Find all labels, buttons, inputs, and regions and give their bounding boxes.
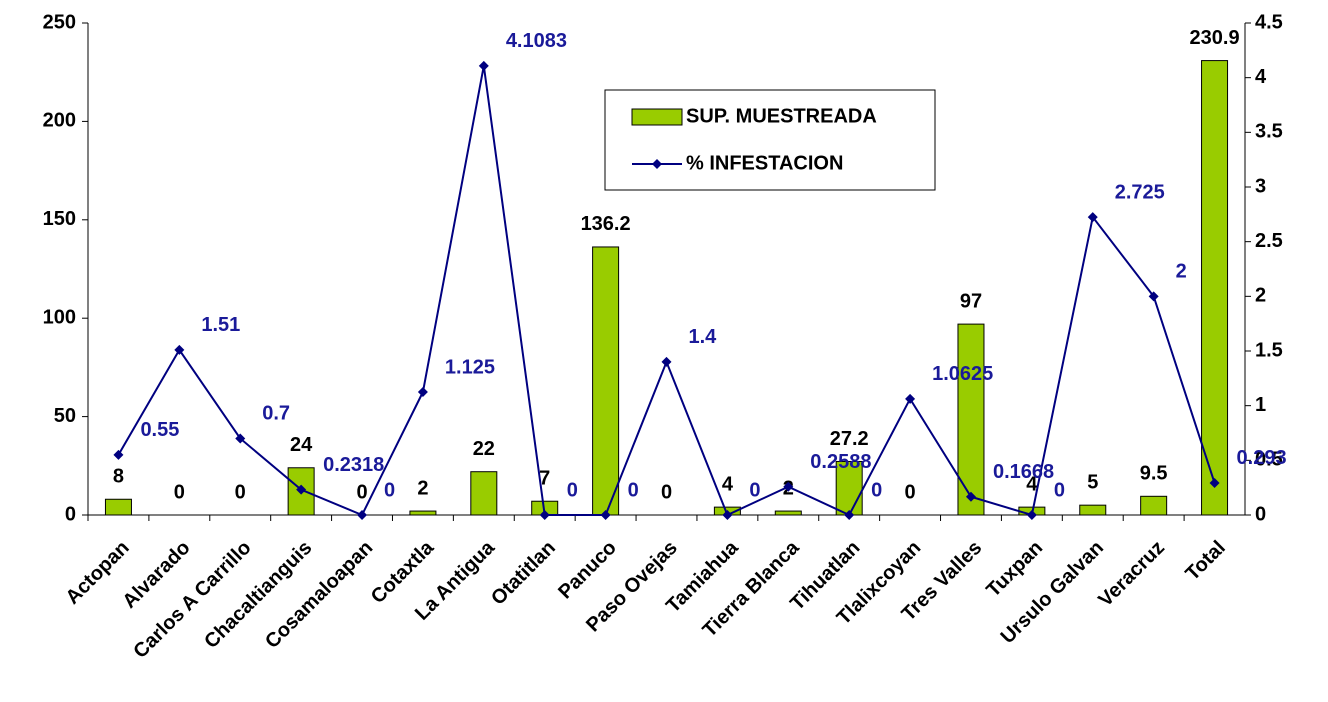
bar-label: 0 <box>905 481 916 503</box>
line-marker <box>357 510 368 520</box>
bar-label: 22 <box>473 438 495 460</box>
line-label: 0 <box>871 479 882 501</box>
bar-label: 7 <box>539 468 550 490</box>
legend-label: % INFESTACION <box>686 152 843 174</box>
line-marker <box>113 449 124 460</box>
y2-tick-label: 4.5 <box>1255 11 1283 33</box>
line-label: 0 <box>1054 479 1065 501</box>
bar <box>1201 60 1229 516</box>
line-marker <box>722 510 733 520</box>
y-tick-label: 250 <box>43 11 76 33</box>
x-tick-label: Ursulo Galvan <box>997 537 1108 648</box>
y2-tick-label: 3 <box>1255 175 1266 197</box>
bar <box>1079 504 1107 516</box>
bar-label: 24 <box>290 434 313 456</box>
line-marker <box>844 510 855 520</box>
line-marker <box>661 356 672 367</box>
bar <box>409 510 437 516</box>
bar-label: 0 <box>174 481 185 503</box>
line-label: 1.125 <box>445 356 495 378</box>
line-marker <box>1209 477 1220 488</box>
line-label: 1.0625 <box>932 363 993 385</box>
y2-tick-label: 1 <box>1255 394 1266 416</box>
legend-swatch <box>631 108 683 126</box>
bar <box>774 510 802 516</box>
bar-label: 0 <box>235 481 246 503</box>
line-label: 0 <box>384 479 395 501</box>
x-tick-label: Veracruz <box>1094 537 1169 612</box>
bar <box>1140 495 1168 516</box>
bar-label: 136.2 <box>581 213 631 235</box>
x-tick-label: Otatitlan <box>487 537 560 610</box>
y2-tick-label: 2.5 <box>1255 230 1283 252</box>
line-marker <box>235 433 246 444</box>
bar <box>104 498 132 516</box>
legend-box <box>604 89 936 191</box>
line-label: 0.293 <box>1237 447 1287 469</box>
line-label: 1.51 <box>201 314 240 336</box>
y2-tick-label: 4 <box>1255 66 1267 88</box>
line-label: 0 <box>628 479 639 501</box>
line-marker <box>905 393 916 404</box>
legend: SUP. MUESTREADA % INFESTACION <box>604 89 936 191</box>
line-label: 0 <box>567 479 578 501</box>
y-tick-label: 0 <box>65 503 76 525</box>
line-label: 0.2588 <box>810 451 871 473</box>
y-tick-label: 150 <box>43 208 76 230</box>
y-tick-label: 100 <box>43 306 76 328</box>
line-label: 0.55 <box>140 419 179 441</box>
line-marker <box>600 510 611 520</box>
x-tick-label: Chacaltianguis <box>200 537 316 653</box>
line-marker <box>783 481 794 492</box>
legend-marker <box>652 159 662 169</box>
line-label: 0.7 <box>262 403 290 425</box>
line-label: 4.1083 <box>506 30 567 52</box>
x-tick-label: Total <box>1182 537 1230 585</box>
y2-tick-label: 1.5 <box>1255 339 1283 361</box>
bar-label: 2 <box>417 477 428 499</box>
line-marker <box>1026 510 1037 520</box>
y-tick-label: 200 <box>43 110 76 132</box>
line-marker <box>296 484 307 495</box>
y2-tick-label: 0 <box>1255 503 1266 525</box>
line-label: 2.725 <box>1115 181 1165 203</box>
line-marker <box>478 60 489 71</box>
bar-label: 4 <box>1026 473 1038 495</box>
line-label: 0 <box>749 479 760 501</box>
line-marker <box>1148 291 1159 302</box>
x-tick-label: Cosamaloapan <box>261 537 377 653</box>
line-label: 1.4 <box>689 326 718 348</box>
y2-tick-label: 3.5 <box>1255 121 1283 143</box>
bar-label: 4 <box>722 473 734 495</box>
bar <box>592 246 620 516</box>
line-marker <box>539 510 550 520</box>
bar-label: 230.9 <box>1190 27 1240 49</box>
line-marker <box>965 491 976 502</box>
bar <box>957 323 985 516</box>
bar-label: 97 <box>960 290 982 312</box>
bar-label: 9.5 <box>1140 463 1168 485</box>
y-tick-label: 50 <box>54 405 76 427</box>
bar-label: 0 <box>661 481 672 503</box>
line-label: 0.1668 <box>993 461 1054 483</box>
y2-tick-label: 2 <box>1255 285 1266 307</box>
bar <box>470 471 498 516</box>
bar-label: 8 <box>113 466 124 488</box>
legend-label: SUP. MUESTREADA <box>686 105 877 127</box>
y2-tick-label: 0.5 <box>1255 449 1283 471</box>
line-marker <box>1087 212 1098 223</box>
line-marker <box>417 387 428 397</box>
bar-label: 5 <box>1087 471 1098 493</box>
line-label: 2 <box>1176 261 1187 283</box>
bar-label: 0 <box>356 481 367 503</box>
line-marker <box>174 344 185 355</box>
line-label: 0.2318 <box>323 454 384 476</box>
bar-label: 27.2 <box>830 428 869 450</box>
